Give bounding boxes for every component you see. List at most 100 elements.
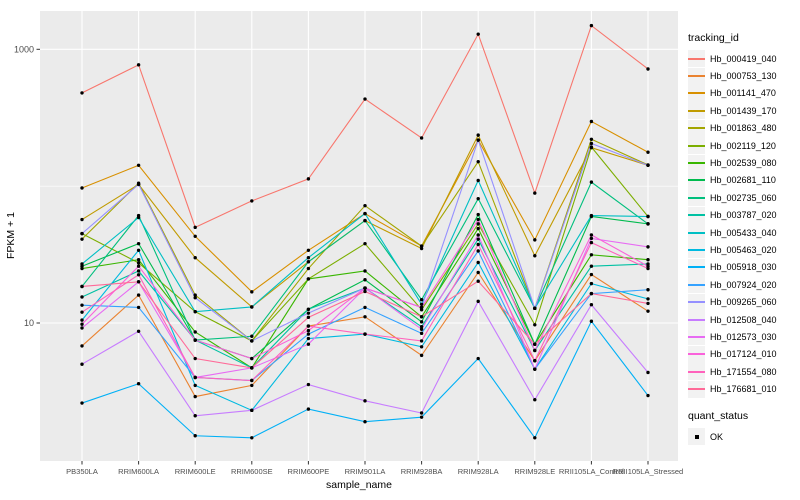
data-point: [306, 382, 311, 387]
data-point: [80, 284, 84, 289]
data-point: [419, 327, 424, 331]
data-point: [193, 293, 197, 297]
data-point: [589, 180, 594, 184]
legend-line-swatch: [688, 196, 705, 199]
data-point: [589, 213, 594, 218]
data-point: [533, 398, 537, 402]
data-point: [646, 258, 650, 262]
x-tick-label: PB350LA: [66, 467, 98, 476]
legend-item: Hb_001439_170: [688, 102, 800, 120]
legend-line-swatch: [688, 162, 705, 165]
data-point: [136, 63, 141, 67]
x-tick-label: RRIM600SE: [231, 467, 273, 476]
data-point: [363, 289, 367, 294]
data-point: [80, 237, 84, 241]
x-tick-label: RRIM600PE: [288, 467, 330, 476]
legend-label: Hb_171554_080: [710, 366, 777, 377]
data-point: [363, 97, 367, 101]
data-point: [476, 226, 480, 231]
data-point: [136, 293, 141, 297]
x-tick-label: RRIM928LE: [514, 467, 555, 476]
data-point: [136, 261, 141, 265]
data-point: [589, 141, 594, 146]
data-point: [476, 242, 480, 247]
data-point: [136, 382, 141, 386]
data-point: [80, 266, 84, 271]
data-point: [589, 264, 594, 268]
data-point: [589, 137, 594, 141]
legend-label: Hb_003787_020: [710, 210, 777, 221]
data-point: [533, 359, 537, 363]
legend-label: Hb_005463_020: [710, 244, 777, 255]
legend-key: [688, 258, 705, 276]
data-point: [250, 305, 254, 309]
data-point: [419, 302, 424, 306]
data-point: [419, 315, 424, 319]
data-point: [136, 305, 141, 310]
legend-key: [688, 206, 705, 224]
data-point: [306, 336, 311, 341]
legend-key: [688, 380, 705, 398]
legend-item: Hb_012508_040: [688, 311, 800, 329]
legend-label: Hb_002735_060: [710, 192, 777, 203]
data-point: [476, 138, 480, 142]
legend-line-swatch: [688, 109, 705, 112]
data-point: [136, 329, 141, 333]
data-point: [476, 196, 480, 201]
data-point: [533, 367, 537, 371]
data-point: [193, 414, 197, 418]
data-point: [589, 236, 594, 241]
x-tick-label: RRIM901LA: [345, 467, 386, 476]
data-point: [193, 434, 197, 438]
data-point: [363, 278, 367, 282]
data-point: [646, 214, 650, 219]
legend-key: [688, 276, 705, 294]
data-point: [80, 344, 84, 348]
data-point: [476, 356, 480, 361]
data-point: [80, 362, 84, 366]
legend-line-swatch: [688, 179, 705, 182]
data-point: [476, 279, 480, 283]
legend-item: Hb_005433_040: [688, 224, 800, 242]
data-point: [363, 241, 367, 246]
data-point: [589, 319, 594, 323]
legend-line-swatch: [688, 214, 705, 217]
data-point: [136, 163, 141, 168]
data-point: [476, 133, 480, 137]
data-point: [193, 356, 197, 361]
data-point: [419, 320, 424, 324]
data-point: [306, 311, 311, 315]
data-point: [419, 353, 424, 358]
data-point: [193, 383, 197, 388]
data-point: [80, 91, 84, 95]
data-point: [193, 296, 197, 300]
data-point: [419, 246, 424, 251]
legend-line-swatch: [688, 57, 705, 60]
data-point: [136, 258, 141, 262]
legend-key: [688, 84, 705, 102]
legend-item: Hb_000419_040: [688, 50, 800, 68]
data-point: [646, 266, 650, 271]
data-point: [306, 256, 311, 260]
legend-key: [688, 119, 705, 137]
data-point: [646, 222, 650, 226]
data-point: [80, 262, 84, 266]
legend-label: Hb_000419_040: [710, 53, 777, 64]
legend-title-quant-status: quant_status: [688, 409, 749, 422]
data-point: [250, 383, 254, 388]
data-point: [306, 324, 311, 328]
data-point: [250, 408, 254, 413]
data-point: [476, 32, 480, 36]
data-point: [363, 399, 367, 403]
legend-label: Hb_176681_010: [710, 384, 777, 395]
data-point: [646, 163, 650, 168]
legend-item: Hb_005918_030: [688, 258, 800, 276]
data-point: [193, 394, 197, 399]
data-point: [646, 309, 650, 313]
x-tick-label: RRIM600LA: [118, 467, 159, 476]
data-point: [589, 119, 594, 124]
legend-label: Hb_001439_170: [710, 105, 777, 116]
data-point: [646, 393, 650, 398]
data-point: [589, 240, 594, 245]
